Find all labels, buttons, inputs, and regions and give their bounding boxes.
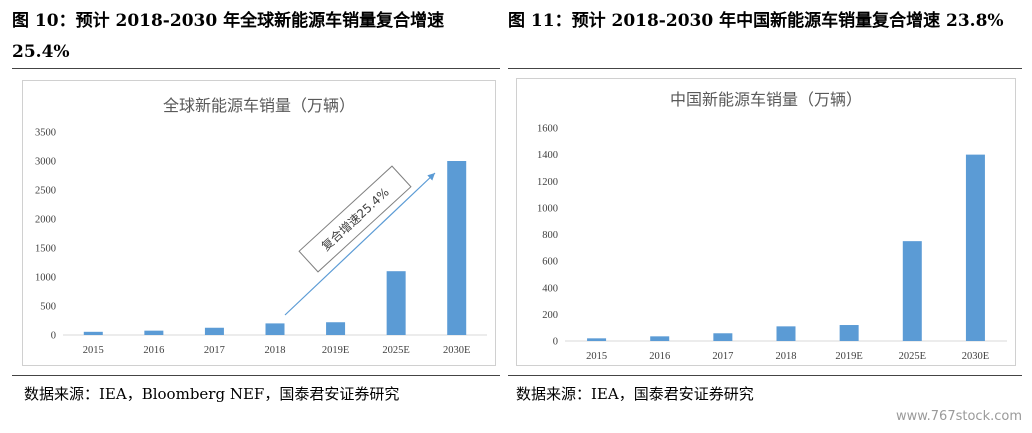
y-tick-label: 3000	[35, 157, 56, 168]
figure-10-source: 数据来源：IEA，Bloomberg NEF，国泰君安证券研究	[24, 385, 400, 403]
x-tick-label: 2019E	[322, 345, 349, 356]
bar-2017	[204, 327, 224, 335]
bar-2015	[587, 338, 607, 341]
growth-arrow	[284, 172, 436, 316]
bar-2016	[144, 330, 164, 335]
y-tick-label: 1200	[537, 177, 558, 188]
x-tick-label: 2016	[649, 351, 670, 362]
y-tick-label: 200	[542, 310, 558, 321]
x-tick-label: 2015	[83, 345, 104, 356]
bottom-rule	[508, 375, 1022, 376]
bar-2019E	[839, 325, 859, 341]
x-tick-label: 2018	[776, 351, 797, 362]
bar-2018	[776, 326, 796, 341]
bar-2015	[83, 331, 103, 335]
bar-2025E	[386, 271, 406, 335]
bar-2030E	[965, 154, 985, 341]
x-tick-label: 2017	[204, 345, 225, 356]
x-tick-label: 2016	[143, 345, 164, 356]
x-tick-label: 2030E	[962, 351, 989, 362]
figure-11-heading: 图 11：预计 2018-2030 年中国新能源车销量复合增速 23.8%	[508, 11, 1004, 31]
china-ev-sales-chart: 中国新能源车销量（万辆） 0 200 400 600 800 1000 1200 1400 160…	[516, 78, 1016, 366]
figure-11-source: 数据来源：IEA，国泰君安证券研究	[516, 385, 754, 403]
china-ev-sales-svg: 中国新能源车销量（万辆） 0 200 400 600 800 1000 1200 1400 160…	[537, 90, 1007, 362]
y-tick-label: 1400	[537, 150, 558, 161]
bar-2016	[650, 336, 670, 341]
bar-2030E	[447, 161, 467, 335]
y-tick-label: 1600	[537, 124, 558, 135]
top-rule	[508, 68, 1022, 69]
bar-2017	[713, 333, 733, 341]
top-rule	[12, 68, 500, 69]
y-tick-label: 2500	[35, 186, 56, 197]
global-ev-sales-chart: 全球新能源车销量（万辆） 0 500 1000 1500 2000 2500 3000 3500…	[22, 80, 496, 366]
bar-2018	[265, 323, 285, 335]
x-tick-label: 2030E	[443, 345, 470, 356]
bar-2025E	[902, 241, 922, 341]
chart-title: 中国新能源车销量（万辆）	[670, 90, 862, 109]
y-tick-label: 3500	[35, 128, 56, 139]
y-tick-label: 2000	[35, 215, 56, 226]
figure-11-panel: 图 11：预计 2018-2030 年中国新能源车销量复合增速 23.8% 中国…	[508, 0, 1022, 403]
figure-10-panel: 图 10：预计 2018-2030 年全球新能源车销量复合增速 25.4% 全球…	[12, 0, 500, 403]
y-tick-label: 400	[542, 283, 558, 294]
bottom-rule	[12, 375, 500, 376]
y-tick-label: 600	[542, 257, 558, 268]
cagr-annotation: 复合增速25.4%	[298, 165, 412, 273]
x-tick-label: 2025E	[899, 351, 926, 362]
chart-title: 全球新能源车销量（万辆）	[163, 96, 355, 115]
y-tick-label: 0	[51, 331, 56, 342]
y-tick-label: 1500	[35, 244, 56, 255]
bar-2019E	[326, 322, 346, 335]
x-tick-label: 2019E	[835, 351, 862, 362]
y-tick-label: 800	[542, 230, 558, 241]
y-tick-label: 1000	[35, 273, 56, 284]
cagr-annotation-box	[298, 165, 412, 273]
x-tick-label: 2018	[265, 345, 286, 356]
y-tick-label: 500	[40, 302, 56, 313]
x-tick-label: 2017	[712, 351, 733, 362]
y-tick-label: 0	[553, 337, 558, 348]
watermark: www.767stock.com	[895, 409, 1022, 424]
x-tick-label: 2015	[586, 351, 607, 362]
cagr-annotation-text: 复合增速25.4%	[318, 184, 392, 253]
x-tick-label: 2025E	[382, 345, 409, 356]
figure-10-heading: 图 10：预计 2018-2030 年全球新能源车销量复合增速 25.4%	[12, 11, 445, 62]
y-tick-label: 1000	[537, 203, 558, 214]
global-ev-sales-svg: 全球新能源车销量（万辆） 0 500 1000 1500 2000 2500 3000 3500…	[35, 96, 487, 356]
